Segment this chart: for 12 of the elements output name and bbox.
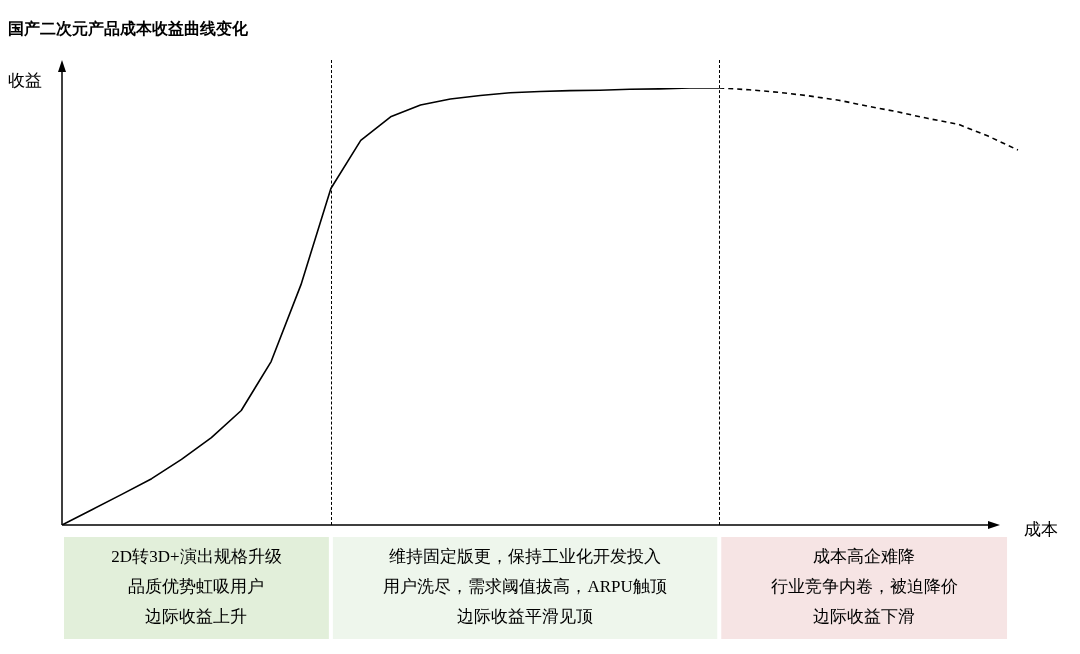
text: 边际收益下滑 (813, 607, 916, 627)
x-axis-title: 成本 (1024, 520, 1058, 540)
text: 品质优势虹吸用户 (128, 577, 265, 597)
text: 用户洗尽，需求阈值拔高，ARPU触顶 (383, 577, 667, 597)
text: 2D转3D+演出规格升级 (111, 547, 282, 567)
text: 成本高企难降 (813, 547, 916, 567)
text: 维持固定版更，保持工业化开发投入 (389, 547, 662, 567)
text: 边际收益上升 (145, 607, 248, 627)
text: 边际收益平滑见顶 (457, 607, 594, 627)
text: 行业竞争内卷，被迫降价 (770, 577, 958, 597)
y-axis-title: 收益 (8, 71, 42, 91)
chart-title: 国产二次元产品成本收益曲线变化 (8, 20, 249, 38)
